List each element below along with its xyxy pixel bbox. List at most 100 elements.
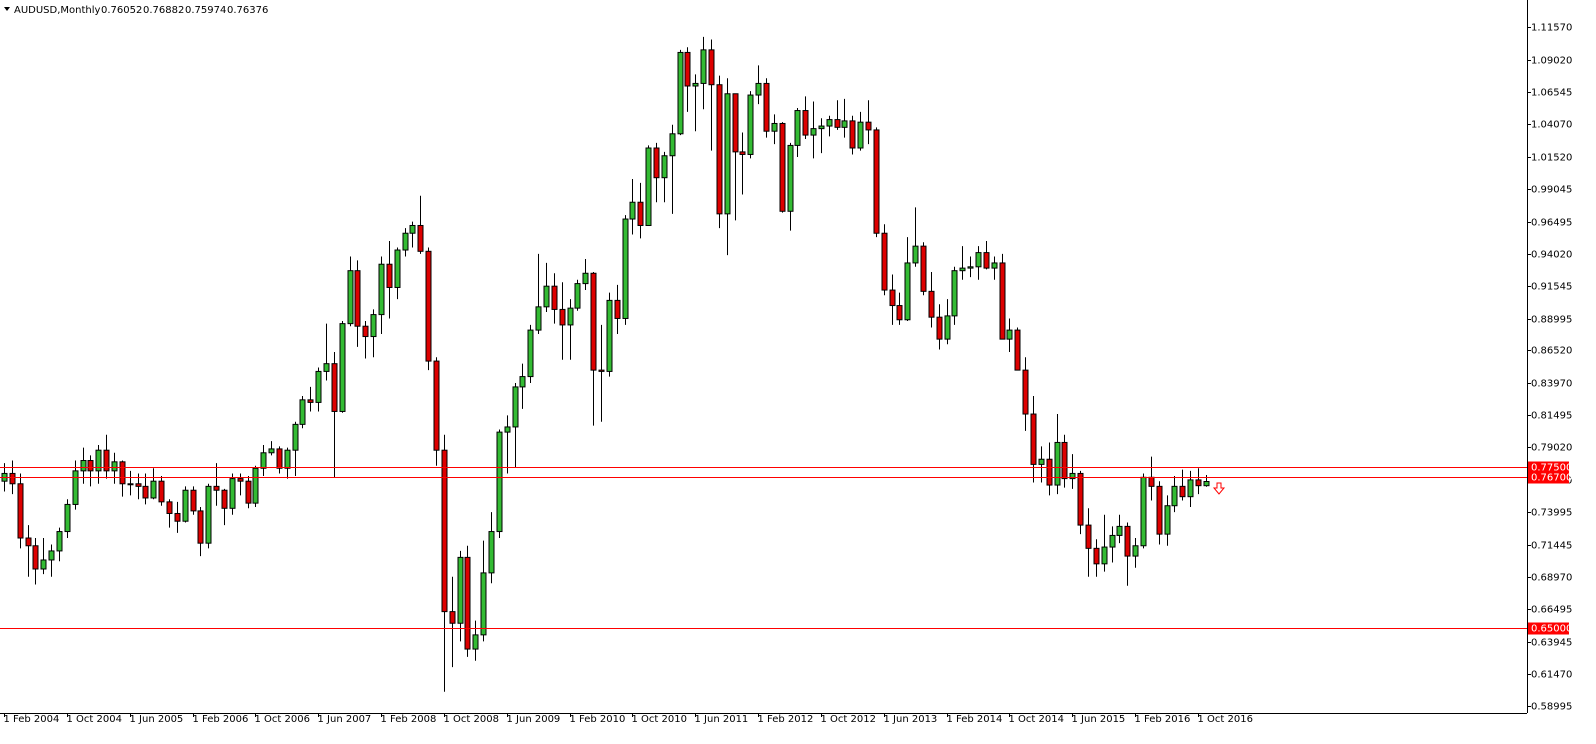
y-tick-label: 0.63945 (1531, 638, 1572, 649)
candle-body (716, 84, 723, 215)
candle-body (527, 329, 534, 378)
y-tick-label: 0.61470 (1531, 670, 1572, 681)
y-tick-label: 0.86520 (1531, 346, 1572, 357)
candle-body (354, 270, 361, 327)
x-tick-label: 1 Feb 2016 (1135, 714, 1191, 725)
y-tick-label: 1.09020 (1531, 56, 1572, 67)
candle-body (111, 461, 118, 472)
candle-body (205, 485, 212, 544)
candle-body (1171, 485, 1178, 507)
candle-body (645, 147, 652, 226)
header-arrow (4, 7, 10, 11)
candle-body (150, 480, 157, 499)
candle-body (1022, 369, 1029, 415)
x-tick-label: 1 Jun 2013 (884, 714, 938, 725)
y-tick-label: 0.88995 (1531, 315, 1572, 326)
candle-body (967, 266, 974, 269)
candle-body (543, 285, 550, 308)
candle-body (1030, 413, 1037, 465)
candle-body (103, 449, 110, 472)
candle-body (739, 151, 746, 155)
candle-body (1179, 485, 1186, 498)
candle-body (268, 448, 275, 454)
candle-body (614, 299, 621, 319)
candle-body (653, 147, 660, 179)
y-tick-label: 1.11570 (1531, 23, 1572, 34)
candle-body (464, 556, 471, 650)
candle-body (841, 120, 848, 128)
candle-body (684, 51, 691, 87)
x-tick-label: 1 Oct 2008 (444, 714, 499, 725)
candle-body (182, 489, 189, 522)
candle-body (394, 249, 401, 288)
candle-body (221, 489, 228, 509)
candle-body (457, 556, 464, 624)
candle-body (245, 480, 252, 504)
candle-body (252, 467, 259, 504)
candle-body (810, 128, 817, 136)
x-tick-label: 1 Jun 2015 (1072, 714, 1126, 725)
candle-body (590, 272, 597, 371)
candle-body (260, 452, 267, 469)
candle-body (307, 399, 314, 403)
candle-body (881, 232, 888, 291)
quote-high: 0.76882 (143, 5, 184, 16)
candle-body (559, 308, 566, 326)
candle-body (425, 250, 432, 362)
candle-body (56, 531, 63, 552)
candle-body (834, 119, 841, 128)
candle-body (480, 572, 487, 636)
candle-body (920, 245, 927, 292)
candle-body (48, 550, 55, 561)
x-tick-label: 1 Jun 2009 (507, 714, 561, 725)
candle-body (771, 122, 778, 132)
candle-body (944, 315, 951, 340)
sell-arrow (1212, 482, 1226, 495)
candle-body (299, 399, 306, 425)
x-tick-label: 1 Jun 2005 (130, 714, 184, 725)
candle-body (25, 537, 32, 547)
candle-body (1156, 485, 1163, 535)
candle-body (873, 129, 880, 234)
candle-body (339, 323, 346, 412)
x-tick-label: 1 Feb 2004 (4, 714, 60, 725)
candle-body (732, 93, 739, 153)
candle-body (135, 483, 142, 487)
candle-body (323, 363, 330, 372)
candle-body (409, 224, 416, 234)
candle-body (472, 634, 479, 650)
candle-body (40, 559, 47, 570)
candle-body (95, 449, 102, 472)
candle-body (975, 252, 982, 268)
candle-body (1069, 472, 1076, 480)
candle-body (1085, 524, 1092, 549)
candle-body (724, 93, 731, 215)
candle-body (237, 478, 244, 482)
candle-body (190, 489, 197, 512)
candle-body (276, 448, 283, 469)
candle-body (598, 369, 605, 372)
x-tick-label: 1 Oct 2010 (632, 714, 687, 725)
candle-body (896, 305, 903, 321)
candle-body (1101, 546, 1108, 565)
candle-body (1054, 441, 1061, 486)
y-tick-label: 0.94020 (1531, 250, 1572, 261)
candle-body (794, 110, 801, 146)
candle-body (818, 125, 825, 130)
quote-open: 0.76052 (101, 5, 142, 16)
x-tick-label: 1 Feb 2014 (947, 714, 1003, 725)
candle-body (1187, 479, 1194, 498)
candle-body (755, 82, 762, 96)
candle-body (119, 461, 126, 485)
candle-body (1109, 534, 1116, 548)
candle-body (292, 423, 299, 451)
candle-body (386, 263, 393, 288)
candle-body (1124, 525, 1131, 557)
candle-body (1195, 479, 1202, 487)
candle-body (158, 480, 165, 503)
y-tick-label: 0.71445 (1531, 541, 1572, 552)
candle-body (331, 363, 338, 412)
candle-body (1014, 329, 1021, 371)
candle-body (904, 262, 911, 321)
level-label: 0.76700 (1531, 473, 1572, 484)
